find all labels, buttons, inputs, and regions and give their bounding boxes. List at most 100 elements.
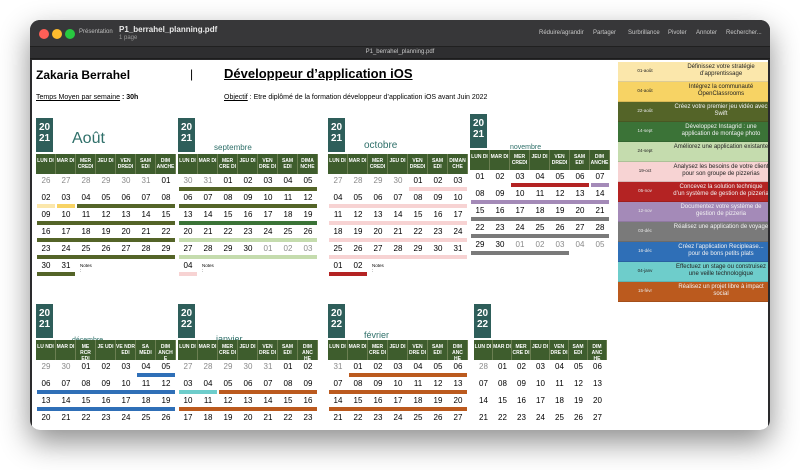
day-cell[interactable]: 03 [393, 362, 403, 371]
day-cell[interactable]: 21 [203, 227, 213, 236]
day-cell[interactable]: 05 [101, 193, 111, 202]
day-cell[interactable]: 20 [243, 413, 253, 422]
day-cell[interactable]: 27 [61, 176, 71, 185]
day-cell[interactable]: 03 [61, 193, 71, 202]
day-cell[interactable]: 05 [353, 193, 363, 202]
day-cell[interactable]: 27 [183, 362, 193, 371]
day-cell[interactable]: 13 [41, 396, 51, 405]
day-cell[interactable]: 02 [433, 176, 443, 185]
day-cell[interactable]: 29 [161, 244, 171, 253]
day-cell[interactable]: 26 [161, 413, 171, 422]
day-cell[interactable]: 25 [141, 413, 151, 422]
minimize-window-button[interactable] [52, 29, 62, 39]
day-cell[interactable]: 14 [263, 396, 273, 405]
day-cell[interactable]: 27 [183, 244, 193, 253]
day-cell[interactable]: 05 [433, 362, 443, 371]
day-cell[interactable]: 26 [41, 176, 51, 185]
day-cell[interactable]: 06 [243, 379, 253, 388]
day-cell[interactable]: 07 [141, 193, 151, 202]
day-cell[interactable]: 22 [353, 413, 363, 422]
day-cell[interactable]: 05 [223, 379, 233, 388]
day-cell[interactable]: 29 [413, 244, 423, 253]
day-cell[interactable]: 18 [333, 227, 343, 236]
day-cell[interactable]: 23 [495, 223, 505, 232]
day-cell[interactable]: 03 [183, 379, 193, 388]
day-cell[interactable]: 29 [223, 244, 233, 253]
day-cell[interactable]: 08 [353, 379, 363, 388]
day-cell[interactable]: 20 [575, 206, 585, 215]
day-cell[interactable]: 23 [101, 413, 111, 422]
day-cell[interactable]: 15 [498, 396, 507, 405]
day-cell[interactable]: 02 [535, 240, 545, 249]
day-cell[interactable]: 21 [61, 413, 71, 422]
day-cell[interactable]: 25 [283, 227, 293, 236]
day-cell[interactable]: 25 [555, 413, 564, 422]
day-cell[interactable]: 25 [333, 244, 343, 253]
day-cell[interactable]: 11 [203, 396, 213, 405]
day-cell[interactable]: 09 [373, 379, 383, 388]
day-cell[interactable]: 29 [41, 362, 51, 371]
day-cell[interactable]: 31 [141, 176, 151, 185]
day-cell[interactable]: 19 [101, 227, 111, 236]
day-cell[interactable]: 12 [353, 210, 363, 219]
day-cell[interactable]: 22 [81, 413, 91, 422]
day-cell[interactable]: 21 [479, 413, 488, 422]
day-cell[interactable]: 03 [303, 244, 313, 253]
day-cell[interactable]: 02 [517, 362, 526, 371]
day-cell[interactable]: 31 [203, 176, 213, 185]
day-cell[interactable]: 10 [453, 193, 463, 202]
day-cell[interactable]: 17 [536, 396, 545, 405]
day-cell[interactable]: 23 [243, 227, 253, 236]
day-cell[interactable]: 14 [595, 189, 605, 198]
day-cell[interactable]: 15 [475, 206, 485, 215]
day-cell[interactable]: 23 [517, 413, 526, 422]
day-cell[interactable]: 05 [161, 362, 171, 371]
day-cell[interactable]: 26 [353, 244, 363, 253]
day-cell[interactable]: 04 [333, 193, 343, 202]
day-cell[interactable]: 20 [453, 396, 463, 405]
close-window-button[interactable] [39, 29, 49, 39]
day-cell[interactable]: 01 [498, 362, 507, 371]
day-cell[interactable]: 31 [333, 362, 343, 371]
day-cell[interactable]: 13 [373, 210, 383, 219]
day-cell[interactable]: 11 [81, 210, 91, 219]
day-cell[interactable]: 21 [263, 413, 273, 422]
day-cell[interactable]: 01 [81, 362, 91, 371]
day-cell[interactable]: 27 [453, 413, 463, 422]
sidebar-toggle-button[interactable]: Présentation [79, 29, 113, 35]
day-cell[interactable]: 09 [495, 189, 505, 198]
day-cell[interactable]: 05 [574, 362, 583, 371]
day-cell[interactable]: 12 [574, 379, 583, 388]
day-cell[interactable]: 30 [393, 176, 403, 185]
day-cell[interactable]: 05 [555, 172, 565, 181]
zoom-window-button[interactable] [65, 29, 75, 39]
day-cell[interactable]: 16 [433, 210, 443, 219]
day-cell[interactable]: 10 [536, 379, 545, 388]
day-cell[interactable]: 27 [593, 413, 602, 422]
day-cell[interactable]: 24 [536, 413, 545, 422]
day-cell[interactable]: 14 [203, 210, 213, 219]
day-cell[interactable]: 02 [243, 176, 253, 185]
day-cell[interactable]: 07 [595, 172, 605, 181]
day-cell[interactable]: 24 [263, 227, 273, 236]
day-cell[interactable]: 28 [81, 176, 91, 185]
day-cell[interactable]: 13 [183, 210, 193, 219]
day-cell[interactable]: 13 [121, 210, 131, 219]
day-cell[interactable]: 03 [453, 176, 463, 185]
day-cell[interactable]: 09 [101, 379, 111, 388]
day-cell[interactable]: 04 [183, 261, 193, 270]
day-cell[interactable]: 12 [101, 210, 111, 219]
day-cell[interactable]: 06 [575, 172, 585, 181]
day-cell[interactable]: 08 [413, 193, 423, 202]
day-cell[interactable]: 25 [413, 413, 423, 422]
day-cell[interactable]: 02 [101, 362, 111, 371]
day-cell[interactable]: 19 [555, 206, 565, 215]
day-cell[interactable]: 25 [81, 244, 91, 253]
day-cell[interactable]: 15 [353, 396, 363, 405]
day-cell[interactable]: 14 [333, 396, 343, 405]
day-cell[interactable]: 01 [353, 362, 363, 371]
day-cell[interactable]: 01 [413, 176, 423, 185]
day-cell[interactable]: 07 [61, 379, 71, 388]
day-cell[interactable]: 10 [515, 189, 525, 198]
tab-document[interactable]: P1_berrahel_planning.pdf [365, 49, 435, 55]
